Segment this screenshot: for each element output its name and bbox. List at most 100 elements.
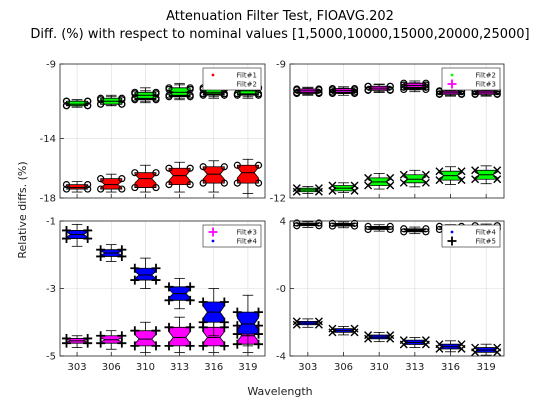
y-tick-label: -5 (46, 352, 56, 363)
legend-marker (447, 79, 457, 89)
outlier-marker (130, 263, 140, 273)
outlier-marker (131, 94, 139, 102)
outlier-marker (293, 85, 301, 93)
box-319 (236, 164, 259, 184)
outlier-marker (198, 297, 208, 307)
box-316 (202, 166, 225, 184)
legend-box (202, 224, 262, 248)
outlier-marker (130, 275, 140, 285)
outlier-marker (292, 317, 301, 326)
outlier-marker (219, 297, 229, 307)
outlier-marker (254, 307, 264, 317)
outlier-marker (386, 225, 394, 234)
outlier-marker (350, 88, 359, 96)
outlier-marker (152, 94, 160, 102)
series-1 (61, 223, 264, 347)
outlier-marker (364, 181, 373, 190)
series-2 (292, 165, 502, 196)
outlier-marker (471, 90, 479, 98)
outlier-marker (96, 338, 106, 348)
outlier-marker (96, 251, 106, 261)
chart-title-line1: Attenuation Filter Test, FIOAVG.202 (166, 9, 394, 24)
outlier-marker (220, 90, 228, 98)
legend-entry: Filt#2 (476, 72, 496, 80)
outlier-marker (315, 85, 323, 93)
outlier-marker (83, 225, 93, 235)
outlier-marker (97, 185, 105, 193)
legend-marker (447, 236, 457, 246)
box-313 (168, 87, 191, 96)
x-axis-label: Wavelength (247, 385, 312, 398)
y-tick-label: -3 (46, 284, 56, 295)
outlier-marker (364, 225, 372, 234)
outlier-marker (364, 82, 372, 90)
outlier-marker (233, 90, 241, 98)
outlier-marker (493, 90, 501, 98)
outlier-marker (314, 187, 323, 196)
x-tick-label-319: 319 (477, 362, 496, 373)
outlier-marker (471, 348, 480, 357)
outlier-marker (457, 344, 466, 353)
outlier-marker (220, 163, 228, 171)
outlier-marker (386, 222, 394, 230)
outlier-marker (292, 187, 301, 196)
outlier-marker (422, 79, 430, 87)
outlier-marker (399, 178, 408, 187)
outlier-marker (315, 222, 323, 230)
outlier-marker (254, 179, 263, 187)
outlier-marker (151, 326, 161, 336)
outlier-marker (386, 334, 395, 343)
legend-box (202, 67, 262, 91)
x-tick-label-303: 303 (298, 362, 317, 373)
outlier-marker (84, 181, 92, 189)
x-tick-label-316: 316 (204, 362, 223, 373)
outlier-marker (84, 185, 92, 193)
outlier-marker (62, 181, 71, 189)
outlier-marker (350, 222, 359, 230)
outlier-marker (314, 317, 323, 326)
series-1 (293, 79, 501, 98)
outlier-marker (386, 82, 394, 90)
outlier-marker (350, 219, 359, 227)
outlier-marker (457, 176, 466, 185)
outlier-marker (220, 179, 228, 187)
box-310 (134, 330, 157, 347)
outlier-marker (386, 86, 394, 94)
y-tick-label: -12 (270, 194, 286, 205)
outlier-marker (185, 295, 195, 305)
chart-title-line2: Diff. (%) with respect to nominal values… (30, 27, 529, 42)
outlier-marker (457, 90, 466, 98)
legend-marker (211, 239, 215, 243)
series-0 (62, 158, 263, 194)
outlier-marker (118, 185, 126, 193)
outlier-marker (118, 100, 126, 108)
panel-frame (289, 63, 505, 199)
outlier-marker (400, 83, 408, 91)
outlier-marker (435, 176, 444, 185)
outlier-marker (364, 334, 373, 343)
outlier-marker (97, 100, 105, 108)
outlier-marker (232, 339, 242, 349)
outlier-marker (233, 179, 241, 187)
outlier-marker (165, 181, 173, 189)
outlier-marker (219, 341, 229, 351)
outlier-marker (131, 169, 139, 177)
outlier-marker (386, 173, 395, 182)
outlier-marker (314, 320, 323, 329)
outlier-marker (152, 169, 160, 177)
outlier-marker (435, 90, 444, 98)
outlier-marker (328, 84, 337, 93)
outlier-marker (435, 344, 444, 353)
outlier-marker (152, 183, 160, 192)
outlier-marker (61, 225, 71, 235)
outlier-marker (421, 170, 430, 179)
outlier-marker (199, 163, 207, 171)
outlier-marker (233, 161, 241, 169)
x-tick-label-313: 313 (405, 362, 424, 373)
y-tick-label: -9 (276, 60, 286, 71)
outlier-marker (83, 338, 93, 348)
